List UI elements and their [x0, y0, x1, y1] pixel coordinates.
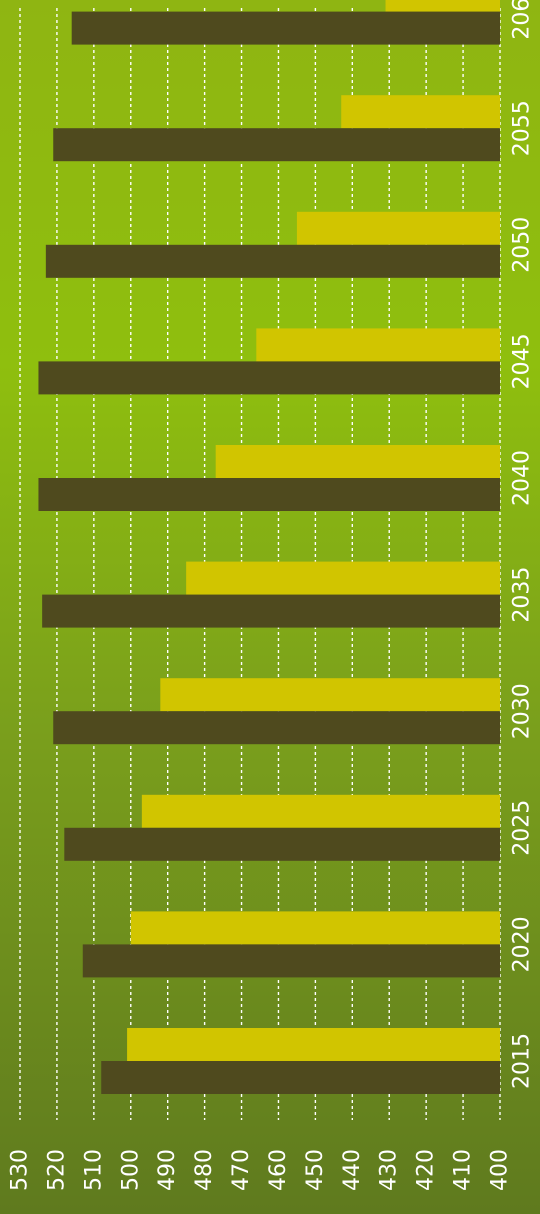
bar-series-1	[53, 128, 500, 162]
bar-series-1	[82, 944, 501, 978]
category-label: 2030	[510, 683, 535, 739]
bar-series-2	[127, 1028, 501, 1061]
category-label: 2060	[510, 0, 535, 40]
value-axis-tick-label: 500	[118, 1149, 143, 1191]
value-axis-tick-label: 490	[155, 1149, 180, 1191]
bar-series-2	[341, 95, 500, 129]
bar-series-2	[186, 561, 500, 595]
category-label: 2015	[510, 1033, 535, 1089]
bar-series-1	[53, 711, 500, 745]
bar-series-1	[38, 478, 500, 511]
bar-series-2	[256, 328, 500, 362]
bar-series-1	[38, 361, 500, 395]
value-axis-tick-label: 410	[451, 1149, 476, 1191]
bar-series-1	[64, 827, 501, 861]
bar-series-1	[71, 11, 500, 45]
bar-series-1	[42, 594, 501, 628]
category-label: 2035	[510, 567, 535, 623]
bar-series-2	[385, 0, 500, 12]
bar-series-2	[296, 211, 500, 245]
value-axis-tick-label: 530	[8, 1149, 33, 1191]
value-axis-tick-label: 440	[340, 1149, 365, 1191]
category-label: 2025	[510, 800, 535, 856]
value-axis-tick-label: 430	[377, 1149, 402, 1191]
bar-series-1	[101, 1061, 500, 1094]
bar-series-1	[45, 244, 500, 278]
value-axis-tick-label: 470	[229, 1149, 254, 1191]
value-axis-tick-label: 520	[44, 1149, 69, 1191]
category-label: 2020	[510, 916, 535, 972]
bar-series-2	[141, 794, 500, 828]
category-label: 2040	[510, 450, 535, 506]
value-axis-tick-label: 450	[303, 1149, 328, 1191]
category-label: 2050	[510, 217, 535, 273]
value-axis-tick-label: 480	[192, 1149, 217, 1191]
value-axis-tick-label: 460	[266, 1149, 291, 1191]
bar-series-2	[130, 911, 500, 945]
category-label: 2045	[510, 333, 535, 389]
bar-series-2	[160, 678, 501, 712]
value-axis-tick-label: 510	[81, 1149, 106, 1191]
value-axis-tick-label: 420	[414, 1149, 439, 1191]
value-axis-tick-label: 400	[488, 1149, 513, 1191]
bar-series-2	[215, 445, 500, 478]
category-label: 2055	[510, 100, 535, 156]
